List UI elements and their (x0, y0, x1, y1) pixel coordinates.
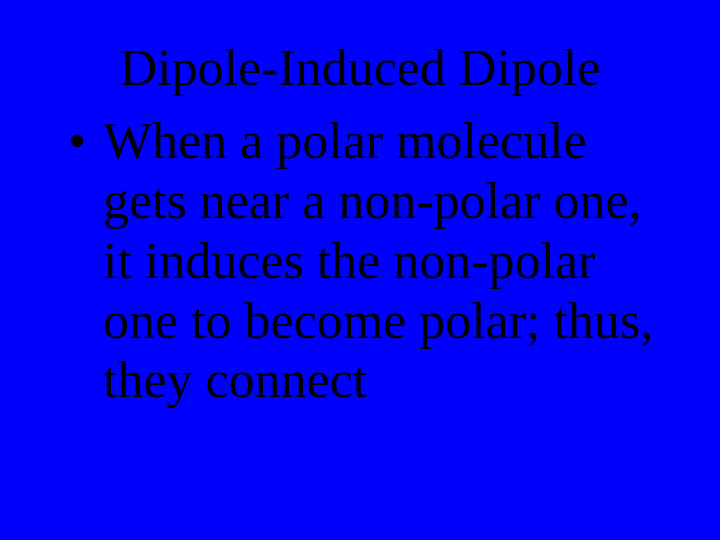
slide-title: Dipole-Induced Dipole (50, 40, 670, 97)
slide-container: Dipole-Induced Dipole When a polar molec… (0, 0, 720, 540)
bullet-list: When a polar molecule gets near a non-po… (50, 112, 670, 411)
bullet-item: When a polar molecule gets near a non-po… (68, 112, 670, 411)
